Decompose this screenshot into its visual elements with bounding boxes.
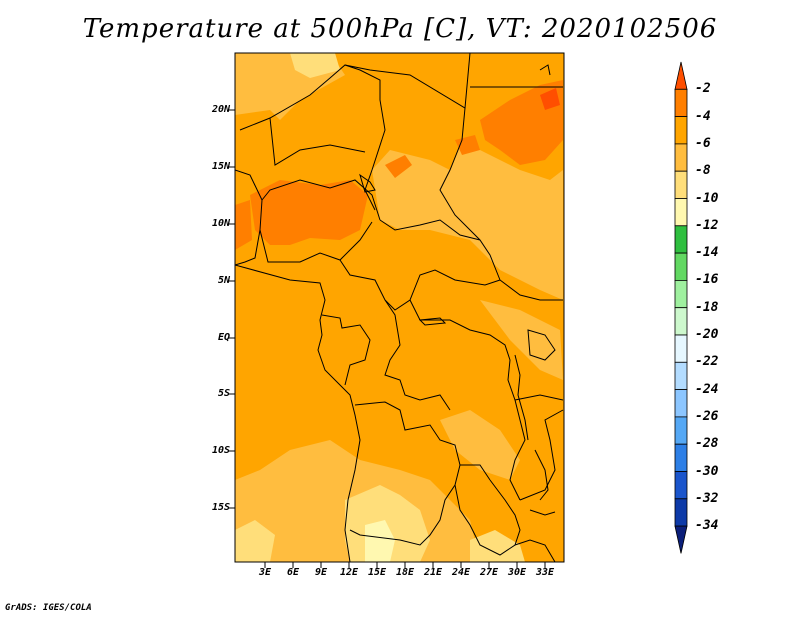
lat-label: 15N — [211, 161, 230, 172]
colorbar-segment — [674, 498, 688, 527]
colorbar-tick-label: -28 — [695, 436, 719, 452]
field-region-lighter — [290, 53, 340, 78]
field-region-light — [480, 300, 563, 380]
field-region-light — [440, 410, 520, 480]
colorbar-segment — [674, 443, 688, 472]
colorbar-segment — [674, 198, 688, 227]
lat-label: 10S — [211, 445, 230, 456]
colorbar-tick-label: -14 — [695, 245, 719, 261]
axis-ticks — [229, 109, 546, 568]
map-frame — [234, 52, 565, 563]
colorbar-tick-label: -22 — [695, 354, 719, 370]
lon-label: 9E — [314, 567, 328, 578]
map-title: Temperature at 500hPa [C], VT: 202010250… — [82, 14, 718, 44]
lon-label: 18E — [395, 567, 415, 578]
colorbar-tick-label: -20 — [695, 327, 719, 342]
lat-label: 10N — [211, 218, 230, 229]
colorbar-tick-label: -24 — [695, 381, 719, 397]
field-region-lighter — [470, 530, 525, 562]
lat-label: EQ — [217, 332, 230, 343]
lon-label: 15E — [367, 567, 387, 578]
lat-label: 15S — [211, 502, 230, 513]
colorbar-segment — [674, 170, 688, 199]
colorbar-segment — [674, 116, 688, 145]
colorbar — [674, 61, 688, 554]
colorbar-tick-label: -26 — [695, 408, 719, 424]
colorbar-tick-label: -4 — [695, 108, 711, 124]
lat-label: 20N — [211, 104, 230, 115]
country-borders — [235, 53, 564, 562]
field-region-warm — [385, 155, 412, 178]
field-region-warm — [455, 135, 480, 155]
colorbar-segment — [674, 525, 688, 554]
colorbar-segment — [674, 279, 688, 309]
colorbar-tick-label: -32 — [695, 490, 719, 506]
field-region-warm — [250, 180, 368, 245]
colorbar-segment — [674, 61, 688, 90]
lon-label: 21E — [423, 567, 443, 578]
colorbar-tick-label: -30 — [695, 463, 719, 479]
lon-label: 3E — [258, 567, 272, 578]
colorbar-tick-label: -16 — [695, 272, 719, 288]
field-region-lightest — [365, 520, 395, 562]
colorbar-tick-label: -2 — [695, 81, 711, 97]
colorbar-segment — [674, 416, 688, 445]
lon-label: 6E — [286, 567, 300, 578]
colorbar-segment — [674, 225, 688, 254]
lon-label: 24E — [451, 567, 471, 578]
footer-credit: GrADS: IGES/COLA — [5, 603, 92, 613]
colorbar-segment — [674, 471, 688, 500]
colorbar-tick-label: -34 — [695, 518, 719, 534]
colorbar-segment — [674, 252, 688, 281]
colorbar-tick-label: -8 — [695, 163, 711, 179]
lon-label: 12E — [339, 567, 359, 578]
colorbar-segment — [674, 334, 688, 363]
field-region-lighter — [235, 520, 275, 562]
colorbar-segment — [674, 307, 688, 336]
colorbar-segment — [674, 389, 688, 418]
colorbar-segment — [674, 143, 688, 172]
lat-label: 5S — [217, 388, 230, 399]
colorbar-tick-label: -6 — [695, 135, 711, 151]
lon-label: 33E — [535, 567, 555, 578]
colorbar-tick-label: -12 — [695, 217, 719, 233]
colorbar-segment — [674, 88, 688, 118]
field-region-hot — [540, 88, 560, 110]
field-region-warm — [235, 200, 252, 250]
colorbar-tick-label: -18 — [695, 299, 719, 315]
colorbar-tick-label: -10 — [695, 190, 719, 206]
lon-label: 27E — [479, 567, 499, 578]
lat-label: 5N — [217, 275, 230, 286]
field-region-light — [372, 140, 563, 300]
colorbar-segment — [674, 361, 688, 390]
lon-label: 30E — [507, 567, 527, 578]
